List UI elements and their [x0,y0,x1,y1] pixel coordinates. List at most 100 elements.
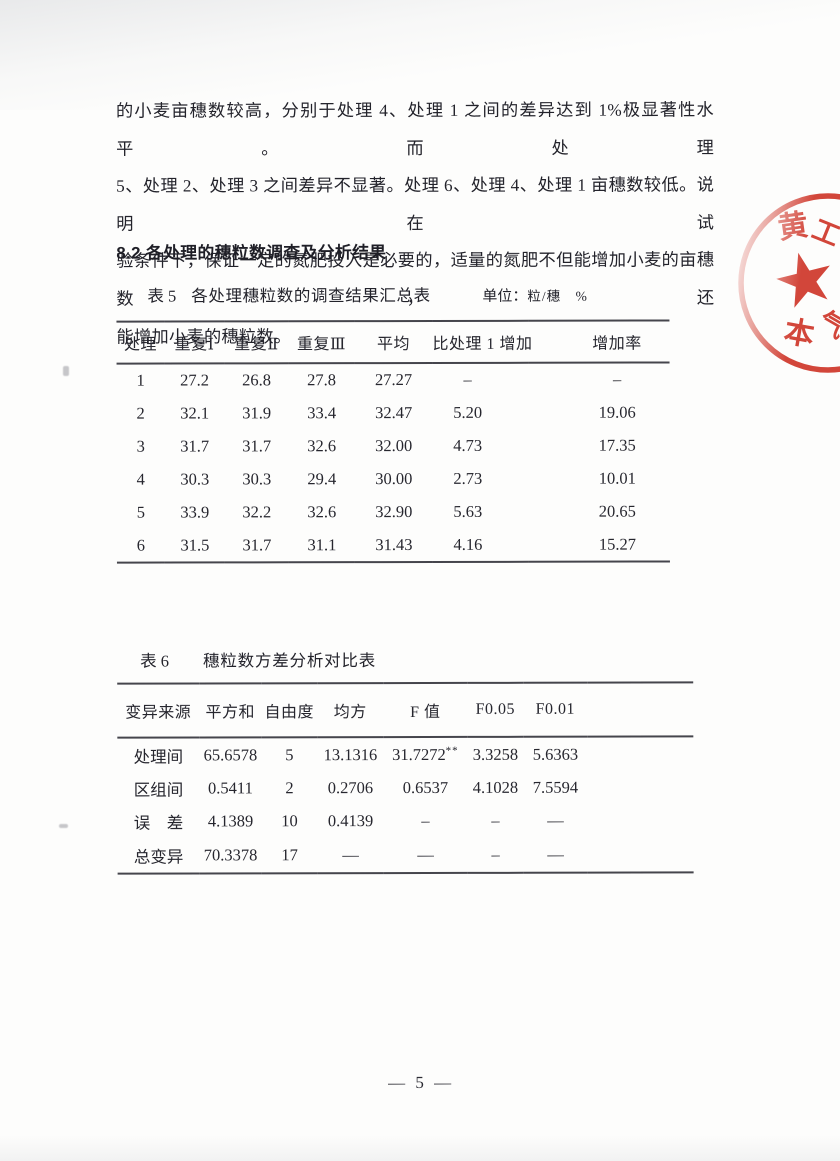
table5-caption: 表 5 各处理穗粒数的调查结果汇总表 [147,282,430,307]
table-row: 1 27.2 26.8 27.8 27.27 – – [117,362,670,397]
table5-unit: 单位：粒/穗 % [482,285,588,306]
table-row: 6 31.5 31.7 31.1 31.43 4.16 15.27 [117,528,670,563]
data-cell: 15.27 [598,534,637,554]
table-header-row: 变异来源 平方和 自由度 均方 F 值 F0.05 F0.01 [117,682,694,738]
table-row: 处理间 65.6578 5 13.1316 31.7272** 3.3258 5… [117,736,693,772]
data-cell: 29.4 [307,469,337,489]
data-cell: 7.5594 [532,777,579,797]
table5-caption-label: 表 5 [147,286,177,306]
data-cell: 65.6578 [203,745,258,765]
data-cell: 17 [281,845,298,865]
data-cell: 26.8 [242,370,272,390]
data-cell: 31.9 [242,403,272,423]
filler-cell [587,682,694,737]
data-cell: – [612,370,622,390]
data-cell: 误 差 [133,813,184,834]
data-cell: 33.4 [307,403,337,423]
data-cell: – [491,811,500,831]
data-cell: 10 [281,811,298,831]
data-cell: 处理间 [133,747,184,767]
table-row: 2 32.1 31.9 33.4 32.47 5.20 19.06 [117,396,670,430]
data-cell: 32.1 [180,403,210,423]
f-value: 31.7272 [392,744,446,764]
data-cell: 3.3258 [472,744,519,764]
table-row: 5 33.9 32.2 32.6 32.90 5.63 20.65 [117,495,670,529]
header-cell: 重复Ⅲ [288,321,355,364]
data-cell: 4 [136,469,145,489]
data-cell: 6 [136,535,146,555]
table-row: 误 差 4.1389 10 0.4139 – – — [117,804,693,839]
filler-cell [588,838,694,873]
data-cell: 27.2 [180,370,210,390]
data-cell: — [547,844,564,864]
page-number: — 5 — [388,1072,455,1093]
data-cell: — [417,844,434,864]
data-cell: 31.7 [180,436,210,456]
section-heading: 8.2 各处理的穗粒数调查及分析结果 [116,243,387,263]
table5-caption-title: 各处理穗粒数的调查结果汇总表 [191,285,431,306]
data-cell: – [463,370,472,390]
data-cell: 13.1316 [323,744,378,764]
data-cell: 5.6363 [532,744,579,764]
scan-artifact [59,824,68,828]
data-cell: 5.63 [453,501,483,521]
data-cell: 32.47 [375,403,413,423]
header-cell: 增加率 [528,320,670,363]
data-cell: 2 [136,403,145,423]
data-cell: 32.00 [375,436,413,456]
data-cell: 1 [136,371,145,391]
data-cell: 32.2 [242,502,272,522]
filler-cell [587,736,693,771]
data-cell: – [421,811,430,831]
data-cell: 31.43 [375,534,413,554]
data-cell: 0.6537 [402,778,449,798]
data-cell: 2.73 [453,468,483,489]
body-paragraph: 的小麦亩穗数较高，分别于处理 4、处理 1 之间的差异达到 1%极显著性水平。而… [116,91,715,355]
data-cell: 27.8 [307,370,337,390]
table-header-row: 处理 重复Ⅰ 重复Ⅱ 重复Ⅲ 平均 比处理 1 增加 增加率 [116,320,670,364]
table-row: 区组间 0.5411 2 0.2706 0.6537 4.1028 7.5594 [117,771,693,806]
data-cell: 5 [285,744,294,764]
data-cell: 17.35 [598,435,636,455]
data-cell: 31.7 [242,436,272,456]
data-cell: 31.5 [180,535,210,555]
data-cell: 27.27 [374,370,413,390]
table5-unit-value: 粒/穗 % [527,288,588,304]
significance-mark: ** [445,744,459,757]
data-cell: 总变异 [133,847,184,867]
data-cell: 5 [136,502,146,522]
header-cell: 自由度 [261,683,318,738]
data-cell: 10.01 [598,468,636,488]
header-cell: 处理 [116,321,165,364]
table5-unit-label: 单位： [482,288,528,305]
data-cell: – [491,844,500,864]
data-cell: 30.00 [375,469,413,489]
summary-table: 处理 重复Ⅰ 重复Ⅱ 重复Ⅲ 平均 比处理 1 增加 增加率 1 27.2 26… [116,319,670,564]
header-cell: 平方和 [199,683,262,738]
data-cell: 30.3 [242,469,272,489]
header-cell: 变异来源 [117,683,200,738]
data-cell: 4.16 [453,534,483,554]
header-cell: F0.01 [523,682,588,737]
filler-cell [587,771,693,805]
table6-caption: 表 6 穗粒数方差分析对比表 [140,647,376,671]
data-cell: — [342,844,359,865]
header-cell: 均方 [317,683,384,738]
data-cell: 31.1 [307,535,337,555]
header-cell: 重复Ⅰ [164,321,225,364]
scan-artifact [63,366,69,376]
data-cell: 30.3 [180,469,210,489]
data-cell: 区组间 [133,780,184,800]
table6-caption-title: 穗粒数方差分析对比表 [203,651,377,671]
data-cell: 5.20 [453,403,483,423]
data-cell: 31.7272** [383,737,467,772]
data-cell: 0.2706 [327,778,374,798]
filler-cell [587,804,693,838]
data-cell: 32.90 [375,502,413,522]
data-cell: 2 [285,778,294,798]
data-cell: 3 [136,436,145,456]
header-cell: 比处理 1 增加 [432,320,533,363]
table-row: 总变异 70.3378 17 — — – — [118,838,694,874]
data-cell: 0.5411 [208,778,253,798]
